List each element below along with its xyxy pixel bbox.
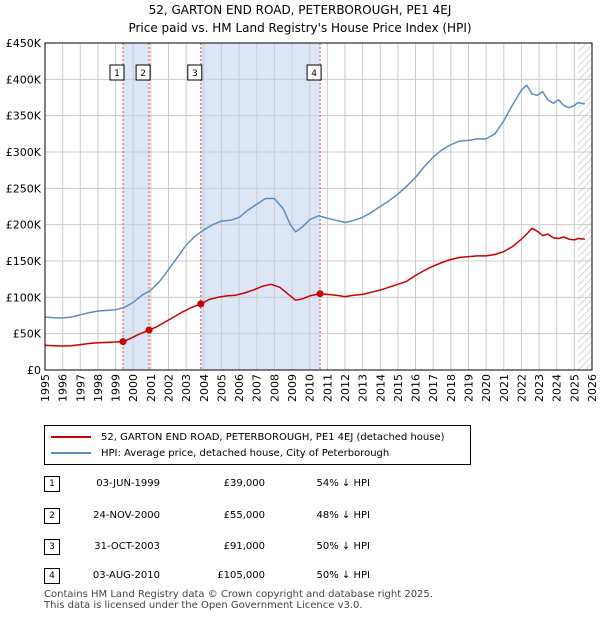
legend-label-hpi: HPI: Average price, detached house, City… [101,447,390,459]
sale-price: £55,000 [223,510,265,521]
x-tick-label: 1999 [110,374,123,402]
x-tick-label: 2016 [410,374,423,402]
hatched-region [577,43,592,370]
legend-line-property [51,436,91,438]
x-tick-label: 2008 [268,374,281,402]
x-tick-label: 2007 [251,374,264,402]
sale-date: 03-JUN-1999 [96,478,160,489]
x-tick-label: 2021 [498,374,511,402]
sale-marker-label: 2 [140,69,146,79]
legend-label-property: 52, GARTON END ROAD, PETERBOROUGH, PE1 4… [101,431,445,443]
table-row: 4 03-AUG-2010 £105,000 50% ↓ HPI [0,566,600,586]
chart-title: 52, GARTON END ROAD, PETERBOROUGH, PE1 4… [148,3,452,17]
chart-subtitle: Price paid vs. HM Land Registry's House … [128,21,472,35]
table-row: 1 03-JUN-1999 £39,000 54% ↓ HPI [0,474,600,494]
price-chart: 1 2 3 4 £0 £50K £100K £150K £200K £250K £300K £350… [6,37,599,402]
x-tick-label: 2001 [145,374,158,402]
sale-price: £91,000 [223,541,265,552]
sale-marker-box [135,64,151,81]
sale-marker-box [187,64,203,81]
sale-number: 4 [44,568,60,584]
y-tick-label: £350K [6,110,42,123]
chart-legend: 52, GARTON END ROAD, PETERBOROUGH, PE1 4… [44,425,471,465]
x-tick-label: 2000 [127,374,140,402]
y-tick-label: £100K [6,291,42,304]
sale-date: 03-AUG-2010 [92,570,160,581]
x-tick-label: 2004 [198,374,211,402]
legend-item-property: 52, GARTON END ROAD, PETERBOROUGH, PE1 4… [51,429,445,445]
x-tick-label: 2012 [339,374,352,402]
x-tick-label: 1996 [57,374,70,402]
x-tick-label: 2006 [233,374,246,402]
x-tick-label: 2022 [515,374,528,402]
x-tick-label: 2013 [357,374,370,402]
legend-item-hpi: HPI: Average price, detached house, City… [51,445,389,461]
y-tick-label: £150K [6,255,42,268]
x-tick-label: 1998 [92,374,105,402]
sale-point [145,326,153,334]
sale-number: 3 [44,539,60,555]
sale-hpi-diff: 48% ↓ HPI [316,510,370,521]
x-tick-label: 2003 [180,374,193,402]
y-tick-label: £200K [6,219,42,232]
x-tick-label: 2011 [321,374,334,402]
sale-marker-label: 3 [192,69,198,79]
x-tick-label: 2010 [304,374,317,402]
x-tick-label: 2020 [480,374,493,402]
sale-hpi-diff: 54% ↓ HPI [316,478,370,489]
property-price-line [44,227,585,347]
x-tick-label: 1997 [74,374,87,402]
shaded-period [200,43,321,370]
x-tick-label: 1995 [39,374,52,402]
sale-marker-label: 1 [114,69,120,79]
x-tick-label: 2005 [215,374,228,402]
sale-marker-label: 4 [311,69,317,79]
footer: Contains HM Land Registry data © Crown c… [44,589,433,611]
sale-price: £105,000 [217,570,265,581]
x-tick-label: 2026 [586,374,599,402]
sale-point [119,338,127,346]
shaded-period [122,43,150,370]
table-row: 2 24-NOV-2000 £55,000 48% ↓ HPI [0,506,600,526]
sale-date: 24-NOV-2000 [93,510,160,521]
hpi-line [44,84,586,319]
x-tick-label: 2018 [445,374,458,402]
sale-marker-box [109,64,125,81]
x-tick-label: 2025 [568,374,581,402]
x-tick-label: 2024 [551,374,564,402]
x-tick-label: 2014 [374,374,387,402]
footer-copyright: Contains HM Land Registry data © Crown c… [44,589,433,600]
sale-point [316,290,324,298]
x-tick-label: 2015 [392,374,405,402]
x-tick-label: 2019 [462,374,475,402]
x-tick-label: 2009 [286,374,299,402]
legend-line-hpi [51,452,91,454]
x-tick-label: 2017 [427,374,440,402]
y-tick-label: £400K [6,73,42,86]
sale-number: 2 [44,508,60,524]
sale-number: 1 [44,476,60,492]
sale-marker-box [306,64,322,81]
y-tick-label: £250K [6,182,42,195]
sale-date: 31-OCT-2003 [94,541,160,552]
footer-licence: This data is licensed under the Open Gov… [44,600,363,611]
y-tick-label: £50K [13,328,42,341]
sale-point [197,300,205,308]
y-tick-label: £300K [6,146,42,159]
sale-hpi-diff: 50% ↓ HPI [316,570,370,581]
plot-frame [44,42,593,371]
x-tick-label: 2002 [163,374,176,402]
y-tick-label: £0 [27,364,41,377]
x-tick-label: 2023 [533,374,546,402]
sale-price: £39,000 [223,478,265,489]
table-row: 3 31-OCT-2003 £91,000 50% ↓ HPI [0,537,600,557]
sale-hpi-diff: 50% ↓ HPI [316,541,370,552]
y-tick-label: £450K [6,37,42,50]
